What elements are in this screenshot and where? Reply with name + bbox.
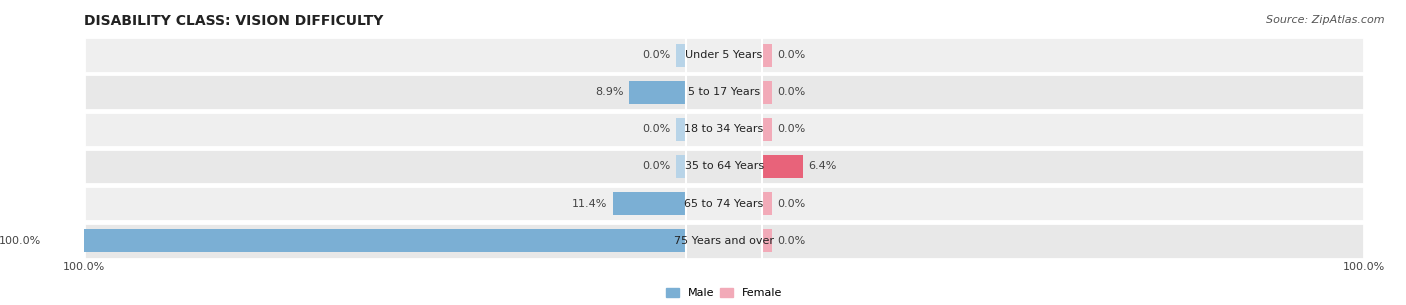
Text: Source: ZipAtlas.com: Source: ZipAtlas.com: [1267, 15, 1385, 25]
Text: DISABILITY CLASS: VISION DIFFICULTY: DISABILITY CLASS: VISION DIFFICULTY: [84, 15, 384, 28]
Text: 65 to 74 Years: 65 to 74 Years: [685, 199, 763, 209]
Text: 18 to 34 Years: 18 to 34 Years: [685, 124, 763, 135]
Bar: [84, 223, 1364, 259]
Text: 0.0%: 0.0%: [643, 161, 671, 171]
Text: 6.4%: 6.4%: [808, 161, 837, 171]
Text: 11.4%: 11.4%: [572, 199, 607, 209]
Bar: [676, 44, 686, 67]
Text: 0.0%: 0.0%: [778, 124, 806, 135]
Text: 35 to 64 Years: 35 to 64 Years: [685, 161, 763, 171]
Text: 75 Years and over: 75 Years and over: [673, 236, 775, 246]
Bar: [84, 37, 1364, 73]
Bar: [84, 186, 1364, 221]
Bar: [762, 81, 772, 104]
Text: 0.0%: 0.0%: [778, 236, 806, 246]
Bar: [84, 112, 1364, 147]
Bar: [628, 81, 686, 104]
Bar: [762, 192, 772, 215]
Text: 5 to 17 Years: 5 to 17 Years: [688, 87, 761, 97]
Text: 0.0%: 0.0%: [778, 87, 806, 97]
Text: 8.9%: 8.9%: [595, 87, 624, 97]
Text: 0.0%: 0.0%: [778, 50, 806, 60]
Text: Under 5 Years: Under 5 Years: [686, 50, 762, 60]
Text: 0.0%: 0.0%: [643, 50, 671, 60]
Text: 0.0%: 0.0%: [778, 199, 806, 209]
Text: 100.0%: 100.0%: [0, 236, 41, 246]
Bar: [84, 149, 1364, 184]
Bar: [762, 44, 772, 67]
Text: 0.0%: 0.0%: [643, 124, 671, 135]
Bar: [46, 229, 686, 252]
Bar: [613, 192, 686, 215]
Legend: Male, Female: Male, Female: [661, 283, 787, 303]
Bar: [762, 229, 772, 252]
Bar: [676, 118, 686, 141]
Bar: [84, 74, 1364, 110]
Bar: [762, 118, 772, 141]
Bar: [676, 155, 686, 178]
Bar: [762, 155, 803, 178]
